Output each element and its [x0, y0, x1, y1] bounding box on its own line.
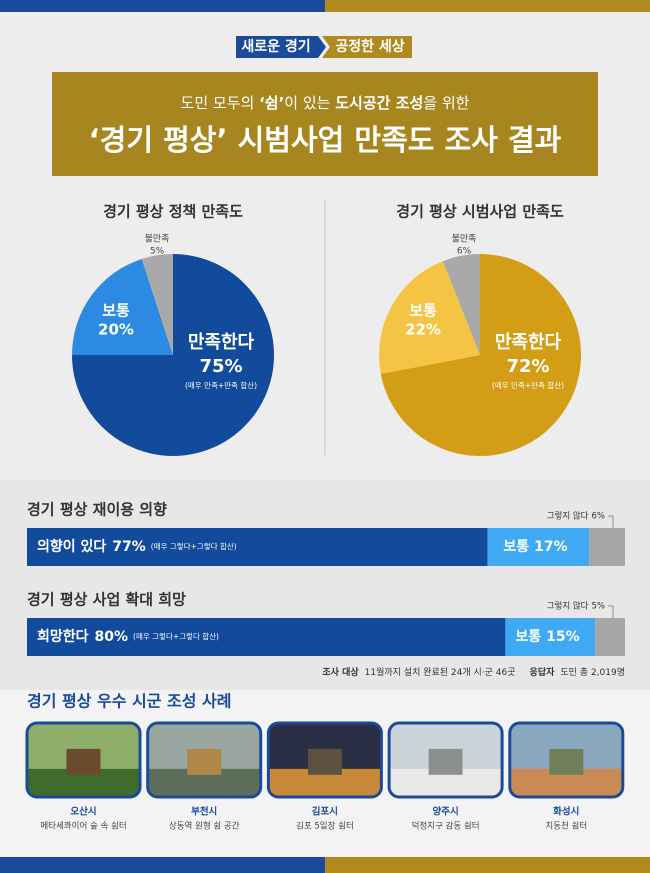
- case-place: 상동역 원형 쉼 공간: [169, 821, 240, 832]
- cases-title: 경기 평상 우수 시군 조성 사례: [27, 692, 232, 711]
- bar-value: 17%: [534, 539, 568, 555]
- slice-label: 불만족: [145, 234, 170, 245]
- subtitle-part: 이 있는: [284, 94, 335, 112]
- photo-structure: [66, 748, 101, 775]
- case-place: 덕정지구 감동 쉼터: [412, 821, 480, 832]
- bar-value: 5%: [592, 602, 606, 612]
- slice-label: 만족한다: [495, 332, 562, 353]
- slice-note: (매우 만족+만족 합산): [492, 380, 564, 390]
- subtitle-part: ‘쉼’: [259, 94, 284, 112]
- bottom-stripe: [325, 857, 650, 873]
- bar-value: 77%: [112, 539, 146, 555]
- case-city: 부천시: [191, 806, 217, 818]
- case-city: 화성시: [553, 806, 579, 818]
- bar-value: 15%: [546, 629, 580, 645]
- bar-note: (매우 그렇다+그렇다 합산): [151, 541, 237, 551]
- survey-part: 11월까지 설치 완료된 24개 시·군 46곳: [365, 666, 516, 678]
- bar-label: 보통: [515, 629, 541, 645]
- bar-segment: [595, 618, 625, 656]
- slice-value: 20%: [98, 321, 134, 339]
- slice-value: 75%: [199, 356, 242, 377]
- survey-part: 조사 대상: [322, 666, 359, 678]
- slice-value: 22%: [405, 321, 441, 339]
- bar-note: (매우 그렇다+그렇다 합산): [133, 631, 219, 641]
- chart-title: 경기 평상 사업 확대 희망: [27, 591, 186, 609]
- slice-label: 만족한다: [188, 332, 255, 353]
- case-photo: [268, 723, 382, 797]
- slice-note: (매우 만족+만족 합산): [185, 380, 257, 390]
- bar-label: 희망한다: [37, 628, 89, 645]
- case-photo: [147, 723, 261, 797]
- bar-segment: [589, 528, 625, 566]
- case-city: 오산시: [70, 806, 96, 818]
- top-stripe: [325, 0, 650, 12]
- subtitle-part: 을 위한: [423, 94, 469, 112]
- case-city: 양주시: [432, 806, 458, 818]
- subtitle: 도민 모두의 ‘쉼’이 있는 도시공간 조성을 위한: [181, 94, 470, 112]
- slice-value: 6%: [457, 247, 472, 257]
- photo-structure: [428, 748, 463, 775]
- case-photo: [509, 723, 623, 797]
- bar-label: 그렇지 않다: [547, 511, 589, 522]
- slice-label: 보통: [409, 302, 437, 320]
- pie-slice: [442, 254, 480, 355]
- photo-frame: [146, 721, 263, 799]
- pie-slice: [141, 254, 173, 355]
- case-place: 김포 5일장 쉼터: [296, 821, 354, 832]
- case-photo: [389, 723, 503, 797]
- chart-title: 경기 평상 시범사업 만족도: [396, 203, 564, 221]
- slice-value: 72%: [506, 356, 549, 377]
- title-banner: [52, 72, 598, 176]
- bar-segment: [487, 528, 590, 566]
- tag-right-box: [322, 36, 412, 58]
- main-title: ‘경기 평상’ 시범사업 만족도 조사 결과: [89, 123, 562, 157]
- bar-segment: [505, 618, 596, 656]
- tag-left-box: [236, 36, 326, 58]
- subtitle-part: 도시공간 조성: [335, 94, 423, 112]
- survey-note: 조사 대상 11월까지 설치 완료된 24개 시·군 46곳 응답자 도민 총 2,0…: [322, 666, 625, 678]
- pie-slice: [380, 254, 581, 456]
- photo-structure: [549, 748, 584, 775]
- case-photo: [27, 723, 140, 797]
- case-city: 김포시: [312, 806, 338, 818]
- pie-slice: [379, 261, 480, 374]
- slice-label: 불만족: [452, 234, 477, 245]
- leader-line: [608, 515, 614, 528]
- photo-frame: [25, 721, 142, 799]
- bar-value: 6%: [592, 512, 606, 522]
- slice-label: 보통: [102, 302, 130, 320]
- bar-label: 그렇지 않다: [547, 601, 589, 612]
- survey-part: 도민 총 2,019명: [560, 667, 625, 678]
- bar-segment: [27, 618, 506, 656]
- photo-structure: [187, 748, 222, 775]
- slice-value: 5%: [150, 247, 165, 257]
- bar-label: 보통: [503, 539, 529, 555]
- tag-right: 공정한 세상: [335, 38, 404, 55]
- case-place: 메타세콰이어 숲 속 쉼터: [40, 821, 126, 832]
- tag-left: 새로운 경기: [241, 38, 310, 55]
- photo-frame: [266, 721, 383, 799]
- photo-frame: [387, 721, 504, 799]
- survey-part: 응답자: [530, 666, 556, 678]
- case-place: 치동천 쉼터: [545, 821, 587, 832]
- bar-value: 80%: [95, 629, 129, 645]
- leader-line: [608, 605, 614, 618]
- bar-segment: [27, 528, 488, 566]
- photo-structure: [307, 748, 342, 775]
- bar-label: 의향이 있다: [37, 538, 106, 555]
- pie-slice: [72, 258, 173, 355]
- chart-title: 경기 평상 정책 만족도: [103, 203, 243, 221]
- photo-frame: [508, 721, 625, 799]
- top-stripe: [0, 0, 325, 12]
- chart-title: 경기 평상 재이용 의향: [27, 501, 167, 519]
- subtitle-part: 도민 모두의: [181, 94, 260, 112]
- bottom-stripe: [0, 857, 325, 873]
